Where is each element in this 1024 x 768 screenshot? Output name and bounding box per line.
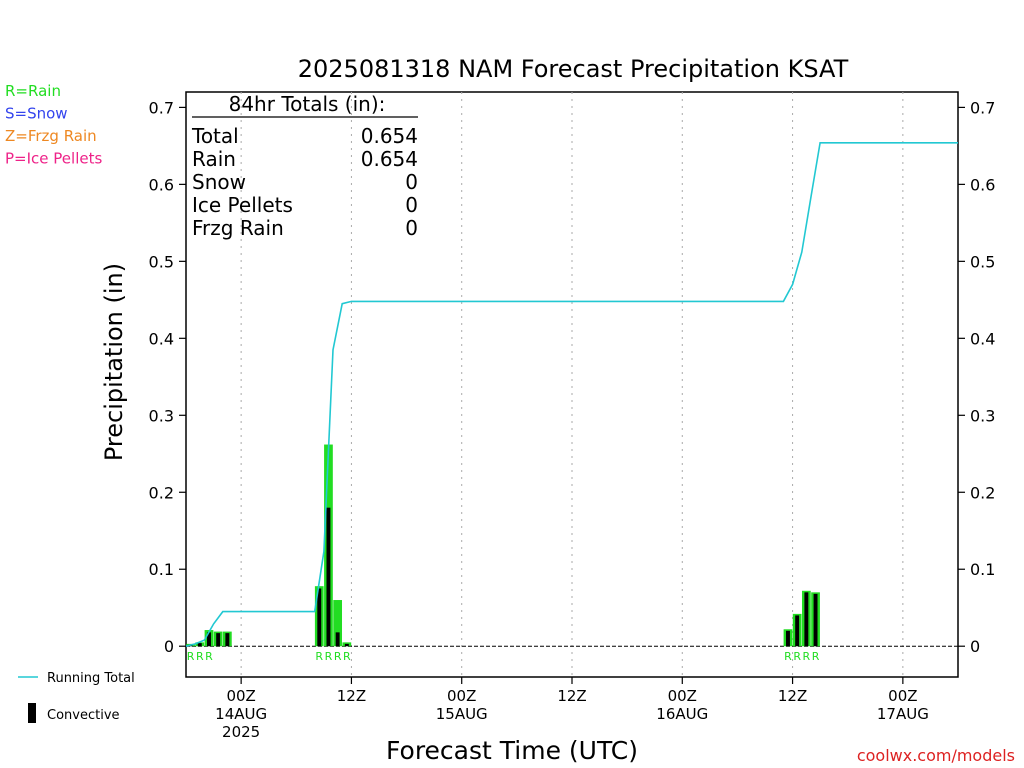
totals-row-label: Snow [192, 170, 246, 194]
y-tick-label-left: 0 [164, 637, 174, 656]
precip-bars [186, 444, 820, 647]
precip-type-legend-item: Z=Frzg Rain [5, 127, 97, 145]
precip-type-marker: R [205, 650, 213, 663]
convective-bar [786, 630, 790, 647]
precip-type-marker: R [803, 650, 811, 663]
totals-header: 84hr Totals (in): [229, 92, 386, 116]
convective-bar [207, 632, 211, 647]
precip-type-marker: R [812, 650, 820, 663]
convective-bar [326, 507, 331, 647]
convective-legend-label: Convective [47, 708, 120, 723]
x-tick-label: 00Z [226, 687, 255, 705]
chart-title: 2025081318 NAM Forecast Precipitation KS… [298, 55, 849, 83]
convective-bar [804, 592, 809, 647]
precip-type-marker: R [793, 650, 801, 663]
precip-type-marker: R [315, 650, 323, 663]
y-tick-label-right: 0.6 [970, 175, 995, 194]
y-tick-label-right: 0.1 [970, 560, 995, 579]
totals-row-value: 0.654 [361, 124, 418, 148]
x-tick-label: 16AUG [656, 705, 708, 723]
convective-bar [317, 588, 322, 647]
precip-type-legend: R=Rain S=Snow Z=Frzg Rain P=Ice Pellets [5, 82, 102, 168]
totals-row-value: 0 [405, 193, 418, 217]
y-tick-label-left: 0.4 [149, 329, 174, 348]
convective-bar [197, 643, 202, 647]
precip-type-marker: R [196, 650, 204, 663]
convective-bar [795, 615, 800, 647]
site-credit: coolwx.com/models [857, 746, 1015, 765]
x-tick-label: 12Z [557, 687, 586, 705]
precip-type-marker: R [325, 650, 333, 663]
x-tick-label: 17AUG [877, 705, 929, 723]
convective-bar [344, 643, 349, 647]
precip-type-marker: R [784, 650, 792, 663]
y-tick-label-left: 0.2 [149, 483, 174, 502]
y-tick-label-right: 0.7 [970, 98, 995, 117]
totals-box: 84hr Totals (in): Total 0.654 Rain 0.654 Sno… [191, 92, 418, 240]
y-tick-label-left: 0.1 [149, 560, 174, 579]
y-tick-label-right: 0 [970, 637, 980, 656]
totals-row-label: Ice Pellets [192, 193, 293, 217]
totals-row-value: 0 [405, 170, 418, 194]
x-axis-label: Forecast Time (UTC) [386, 736, 638, 765]
x-tick-label: 14AUG [215, 705, 267, 723]
y-tick-label-right: 0.4 [970, 329, 995, 348]
precip-type-legend-item: S=Snow [5, 105, 68, 123]
convective-bar [216, 633, 221, 647]
convective-legend-swatch [28, 703, 36, 723]
precip-type-legend-item: P=Ice Pellets [5, 150, 102, 168]
x-tick-label: 2025 [222, 723, 260, 741]
totals-row-value: 0.654 [361, 147, 418, 171]
y-tick-label-left: 0.5 [149, 252, 174, 271]
precip-type-legend-item: R=Rain [5, 82, 61, 100]
totals-row-label: Total [191, 124, 239, 148]
totals-row-label: Frzg Rain [192, 216, 284, 240]
y-tick-label-left: 0.6 [149, 175, 174, 194]
x-tick-label: 12Z [778, 687, 807, 705]
running-total-line [185, 142, 958, 647]
y-tick-label-right: 0.2 [970, 483, 995, 502]
totals-row-label: Rain [192, 147, 236, 171]
convective-bar [335, 632, 340, 647]
x-tick-label: 00Z [888, 687, 917, 705]
precip-type-marker: R [334, 650, 342, 663]
rain-bar [333, 600, 343, 647]
convective-bar [813, 593, 818, 647]
vertical-gridlines [240, 92, 904, 677]
y-axis-label: Precipitation (in) [100, 263, 128, 461]
y-tick-label-left: 0.7 [149, 98, 174, 117]
convective-bar [225, 633, 230, 647]
y-tick-label-right: 0.3 [970, 406, 995, 425]
precip-type-marker: R [187, 650, 195, 663]
x-tick-label: 12Z [337, 687, 366, 705]
x-tick-label: 00Z [447, 687, 476, 705]
precip-type-marker: R [343, 650, 351, 663]
x-tick-label: 00Z [668, 687, 697, 705]
totals-rows: Total 0.654 Rain 0.654 Snow 0 Ice Pellets 0 Frzg… [191, 124, 418, 240]
y-tick-label-right: 0.5 [970, 252, 995, 271]
y-tick-label-left: 0.3 [149, 406, 174, 425]
totals-row-value: 0 [405, 216, 418, 240]
x-tick-label: 15AUG [436, 705, 488, 723]
y-axis: 0 00.1 0.10.2 0.20.3 0.30.4 0.40.5 0.50.6 0.60.… [149, 98, 996, 656]
running-total-legend-label: Running Total [47, 671, 135, 686]
